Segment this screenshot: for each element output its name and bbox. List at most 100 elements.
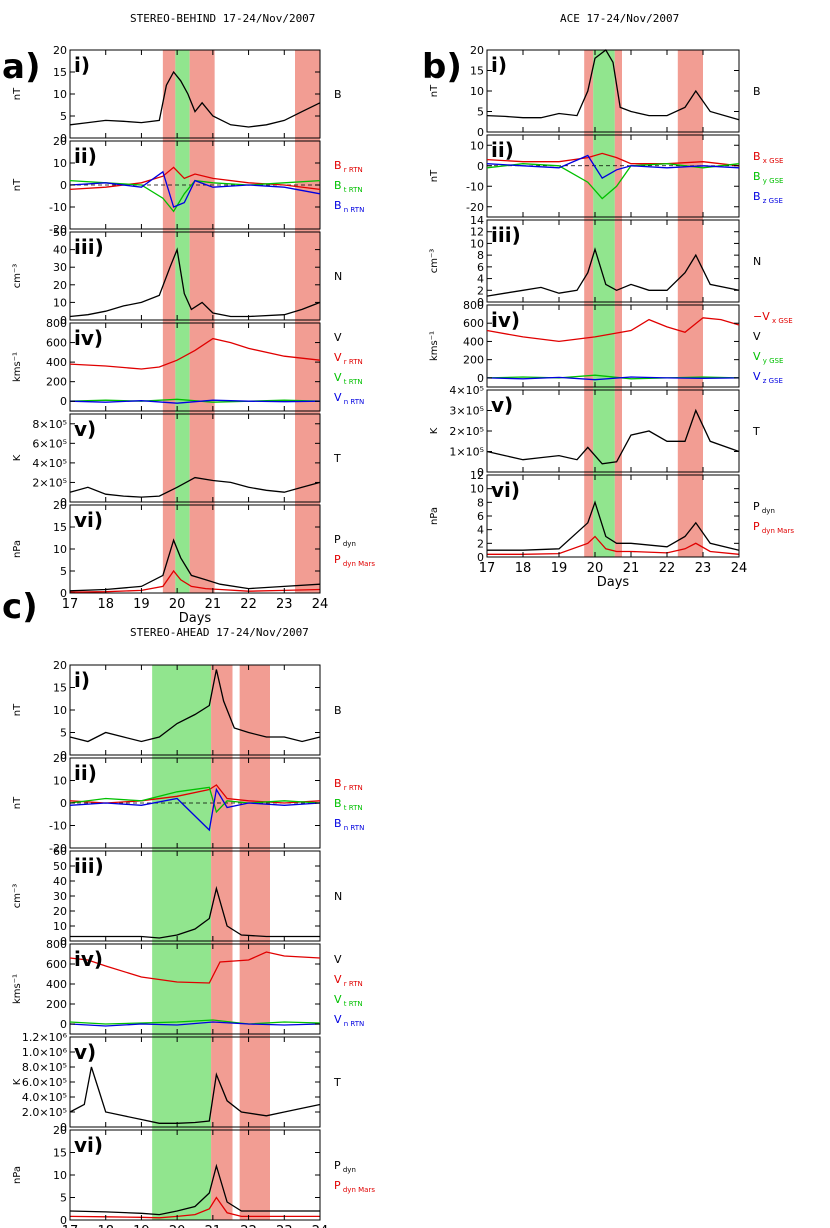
y-tick-label: 20 bbox=[53, 44, 67, 57]
x-axis-label: Days bbox=[179, 611, 212, 626]
y-axis-label: nPa bbox=[12, 540, 23, 558]
series-line bbox=[69, 337, 321, 370]
panel-numeral: vi) bbox=[491, 478, 520, 502]
y-axis-label: nT bbox=[429, 84, 440, 97]
y-tick-label: -20 bbox=[466, 201, 484, 214]
y-tick-label: 0 bbox=[60, 1121, 67, 1134]
series-line bbox=[69, 1019, 321, 1025]
y-axis-label: cm⁻³ bbox=[12, 884, 23, 909]
panel-frame bbox=[69, 231, 321, 321]
legend-entry: V r RTN bbox=[334, 351, 363, 366]
series-line bbox=[69, 398, 321, 403]
y-tick-label: -10 bbox=[466, 180, 484, 193]
y-tick-label: 30 bbox=[53, 890, 67, 903]
y-tick-label: 0 bbox=[477, 466, 484, 479]
x-tick-label: 24 bbox=[731, 561, 748, 576]
panel-a-6: 0 5 10 15 20 vi) nPa P dyn P dyn Mars bbox=[12, 499, 375, 600]
panel-b-2: -20 -10 0 10 ii) nT B x GSE B y GSE B z GSE bbox=[429, 134, 783, 218]
y-tick-label: 2×10⁵ bbox=[449, 425, 484, 438]
y-tick-label: 4×10⁵ bbox=[449, 384, 484, 397]
y-tick-label: 15 bbox=[470, 65, 484, 78]
series-line bbox=[69, 70, 321, 128]
y-tick-label: 60 bbox=[53, 845, 67, 858]
y-tick-label: 12 bbox=[470, 469, 484, 482]
y-tick-label: 10 bbox=[53, 775, 67, 788]
y-tick-label: 6×10⁵ bbox=[32, 437, 67, 450]
chart-label: a) bbox=[2, 47, 40, 87]
series-line bbox=[69, 787, 321, 832]
series-line bbox=[486, 154, 740, 179]
panel-numeral: iv) bbox=[74, 326, 103, 350]
y-tick-label: 0 bbox=[477, 160, 484, 173]
panel-numeral: iii) bbox=[74, 854, 104, 878]
y-tick-label: 5 bbox=[60, 565, 67, 578]
shaded-interval bbox=[614, 50, 622, 557]
y-tick-label: 8 bbox=[477, 496, 484, 509]
legend-entry: V t RTN bbox=[334, 371, 363, 386]
panel-numeral: i) bbox=[74, 668, 90, 692]
panel-numeral: v) bbox=[74, 1040, 96, 1064]
chart-title: ACE 17-24/Nov/2007 bbox=[560, 12, 679, 25]
shaded-interval bbox=[152, 665, 212, 1220]
x-tick-label: 19 bbox=[551, 561, 568, 576]
series-line bbox=[487, 500, 740, 551]
y-tick-label: 10 bbox=[470, 85, 484, 98]
legend-entry: N bbox=[334, 890, 342, 903]
y-tick-label: 0 bbox=[477, 551, 484, 564]
x-tick-label: 24 bbox=[312, 1224, 329, 1228]
y-tick-label: 10 bbox=[53, 920, 67, 933]
series-line bbox=[486, 376, 740, 381]
y-tick-label: 400 bbox=[46, 356, 67, 369]
y-tick-label: 15 bbox=[53, 1147, 67, 1160]
panel-frame bbox=[69, 943, 321, 1035]
series-line bbox=[69, 247, 321, 318]
y-tick-label: 200 bbox=[463, 354, 484, 367]
y-tick-label: 200 bbox=[46, 998, 67, 1011]
panel-numeral: i) bbox=[74, 53, 90, 77]
y-tick-label: 20 bbox=[53, 1124, 67, 1137]
series-line bbox=[69, 786, 321, 814]
y-tick-label: -20 bbox=[49, 223, 67, 236]
y-tick-label: 600 bbox=[46, 958, 67, 971]
y-tick-label: 6 bbox=[477, 261, 484, 274]
legend-entry: P dyn bbox=[334, 533, 356, 548]
legend-entry: −V x GSE bbox=[753, 310, 793, 325]
x-tick-label: 18 bbox=[515, 561, 532, 576]
panel-c-5: 0 2.0×10⁵ 4.0×10⁵ 6.0×10⁵ 8.0×10⁵ 1.0×10⁶ 1.2×… bbox=[12, 1031, 341, 1134]
y-tick-label: 200 bbox=[46, 376, 67, 389]
shaded-interval bbox=[584, 50, 594, 557]
y-tick-label: 10 bbox=[470, 237, 484, 250]
chart-label: b) bbox=[422, 47, 462, 87]
x-tick-label: 18 bbox=[97, 1224, 114, 1228]
legend-entry: P dyn Mars bbox=[334, 553, 375, 568]
legend-entry: V y GSE bbox=[753, 350, 783, 365]
panel-frame bbox=[69, 413, 321, 503]
y-tick-label: -10 bbox=[49, 820, 67, 833]
y-tick-label: 6.0×10⁵ bbox=[22, 1076, 67, 1089]
y-tick-label: 1.2×10⁶ bbox=[22, 1031, 68, 1044]
y-tick-label: 1.0×10⁶ bbox=[22, 1046, 68, 1059]
x-tick-label: 21 bbox=[205, 1224, 222, 1228]
y-tick-label: 40 bbox=[53, 875, 67, 888]
y-axis-label: nT bbox=[12, 87, 23, 100]
y-tick-label: 2×10⁵ bbox=[32, 476, 67, 489]
series-line bbox=[486, 374, 740, 380]
y-tick-label: 4 bbox=[477, 524, 484, 537]
legend-entry: T bbox=[333, 452, 341, 465]
y-axis-label: nT bbox=[429, 169, 440, 182]
y-tick-label: 20 bbox=[470, 44, 484, 57]
series-line bbox=[486, 152, 740, 167]
chart-c: c) STEREO-AHEAD 17-24/Nov/2007 0 5 10 15 20 i) n… bbox=[2, 587, 375, 1228]
panel-a-4: 0 200 400 600 800 iv) kms⁻¹ V V r RTN V t RTN V n … bbox=[12, 317, 364, 412]
y-tick-label: 20 bbox=[53, 279, 67, 292]
y-tick-label: 1×10⁵ bbox=[449, 446, 484, 459]
x-tick-label: 19 bbox=[133, 1224, 150, 1228]
series-line bbox=[69, 1163, 320, 1216]
legend-entry: V t RTN bbox=[334, 993, 363, 1008]
legend-entry: P dyn Mars bbox=[753, 520, 794, 535]
series-line bbox=[69, 1066, 321, 1124]
y-tick-label: 0 bbox=[477, 296, 484, 309]
y-tick-label: 10 bbox=[53, 88, 67, 101]
y-axis-label: kms⁻¹ bbox=[12, 352, 23, 382]
